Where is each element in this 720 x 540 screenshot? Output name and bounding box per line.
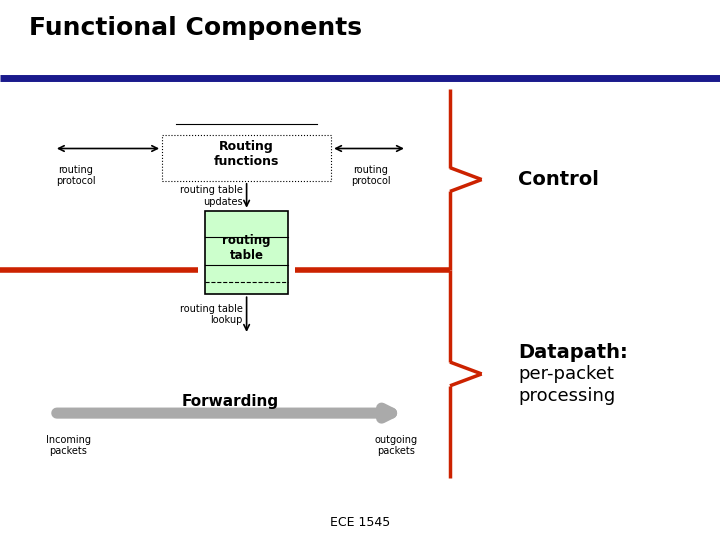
Bar xyxy=(162,135,331,181)
Text: routing table
lookup: routing table lookup xyxy=(180,303,243,325)
Text: routing
protocol: routing protocol xyxy=(55,165,96,186)
Text: routing table
updates: routing table updates xyxy=(180,185,243,206)
Text: Routing
functions: Routing functions xyxy=(214,140,279,168)
FancyBboxPatch shape xyxy=(205,211,288,294)
Text: ECE 1545: ECE 1545 xyxy=(330,516,390,529)
Text: processing: processing xyxy=(518,387,616,404)
Text: routing
table: routing table xyxy=(222,234,271,262)
Text: Datapath:: Datapath: xyxy=(518,343,628,362)
Text: routing
protocol: routing protocol xyxy=(351,165,391,186)
Text: Functional Components: Functional Components xyxy=(29,16,362,40)
Text: Incoming
packets: Incoming packets xyxy=(46,435,91,456)
Text: per-packet: per-packet xyxy=(518,365,614,383)
Text: Control: Control xyxy=(518,170,599,189)
Text: Forwarding: Forwarding xyxy=(182,394,279,409)
Text: outgoing
packets: outgoing packets xyxy=(374,435,418,456)
